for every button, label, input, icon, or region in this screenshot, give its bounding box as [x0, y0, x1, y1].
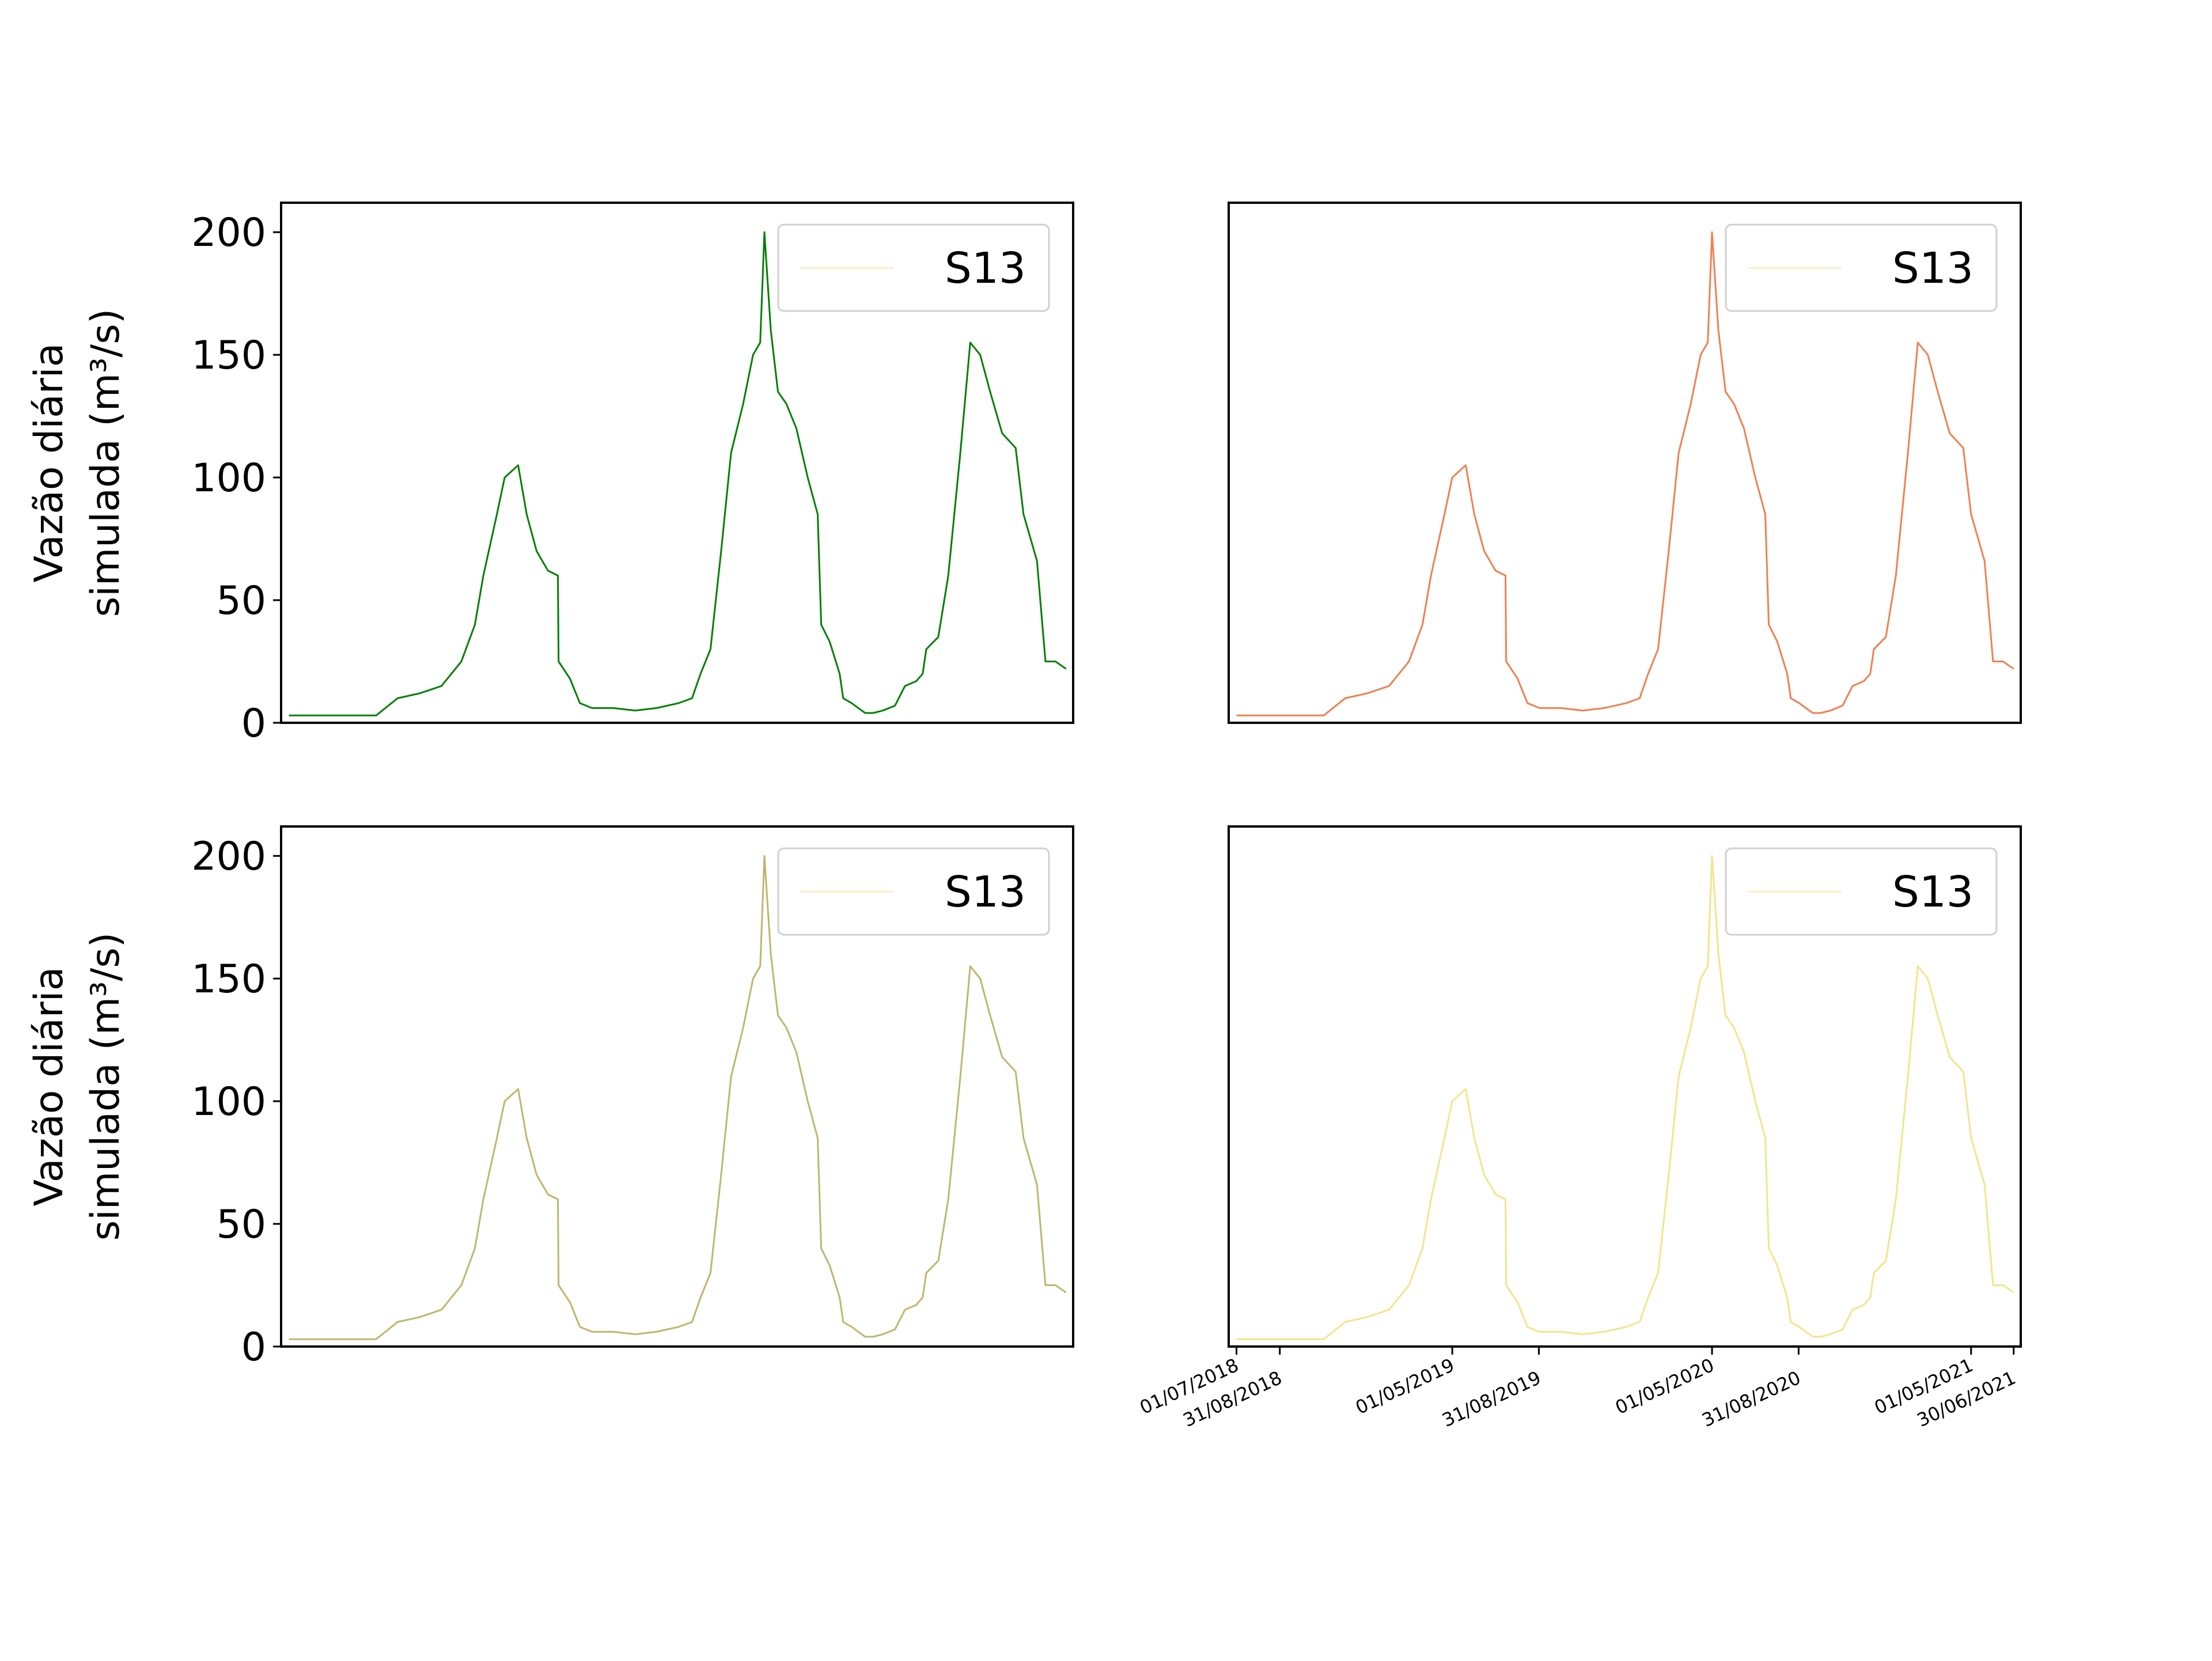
series-line-top-right-0 — [1236, 231, 2014, 716]
y-tick-label-top-left-0: 0 — [241, 701, 266, 746]
y-axis-label-line2-bottom-left: simulada (m³/s) — [83, 932, 128, 1241]
panel-top-right: S13 — [1228, 202, 2022, 724]
y-axis-label-line2-top-left: simulada (m³/s) — [83, 309, 128, 617]
legend-box-top-right — [1725, 223, 1998, 312]
legend-box-bottom-left — [777, 847, 1050, 936]
y-tick-label-bottom-left-2: 100 — [191, 1079, 266, 1125]
y-tick-label-top-left-3: 150 — [191, 333, 266, 378]
axes-frame-bottom-right — [1228, 825, 2022, 1348]
y-tick-label-top-left-2: 100 — [191, 456, 266, 501]
panel-top-left: 0 50 100 150 200 Vazão diária simulada (m³/s) S… — [26, 202, 1074, 746]
y-tick-label-bottom-left-3: 150 — [191, 957, 266, 1002]
y-tick-label-bottom-left-0: 0 — [241, 1325, 266, 1370]
legend-box-top-left — [777, 223, 1050, 312]
series-line-bottom-right-0 — [1236, 855, 2014, 1340]
axes-frame-bottom-left — [280, 825, 1074, 1348]
axes-frame-top-left — [280, 202, 1074, 724]
legend-label-bottom-left: S13 — [945, 867, 1026, 917]
y-tick-label-bottom-left-1: 50 — [216, 1202, 266, 1247]
series-line-top-left-0 — [289, 231, 1067, 716]
legend-label-bottom-right: S13 — [1892, 867, 1974, 917]
legend-box-bottom-right — [1725, 847, 1998, 936]
legend-label-top-right: S13 — [1892, 244, 1974, 293]
axes-frame-top-right — [1228, 202, 2022, 724]
legend-label-top-left: S13 — [945, 244, 1026, 293]
y-tick-label-top-left-1: 50 — [216, 578, 266, 624]
y-tick-label-bottom-left-4: 200 — [191, 834, 266, 879]
y-axis-label-line1-top-left: Vazão diária — [26, 343, 72, 583]
series-line-bottom-left-0 — [289, 855, 1067, 1340]
y-tick-label-top-left-4: 200 — [191, 210, 266, 256]
y-axis-label-line1-bottom-left: Vazão diária — [26, 967, 72, 1207]
panel-bottom-left: 0 50 100 150 200 Vazão diária simulada (m³/s) S… — [26, 825, 1074, 1370]
